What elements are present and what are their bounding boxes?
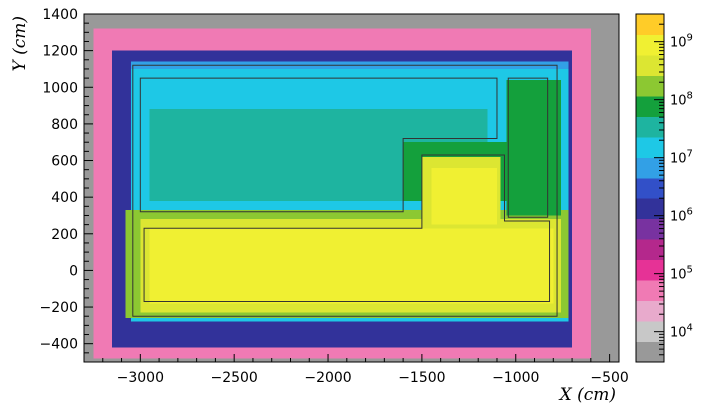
- colorbar-tick-label: 105: [670, 265, 693, 283]
- colorbar-swatch: [636, 239, 664, 261]
- heatmap-region-12: [431, 167, 497, 225]
- colorbar-swatch: [636, 116, 664, 138]
- y-tick-label: 600: [51, 154, 78, 170]
- detector-outlines: [132, 64, 558, 317]
- colorbar-swatch: [636, 341, 664, 363]
- y-tick-label: 1200: [42, 44, 78, 60]
- colorbar-swatch: [636, 157, 664, 179]
- colorbar-swatch: [636, 34, 664, 56]
- y-tick-label: 800: [51, 117, 78, 133]
- y-axis: −400 −200 0 200 400 600 800 1000 1200 1400: [40, 7, 93, 363]
- colorbar-swatch: [636, 198, 664, 220]
- outline-2: [143, 154, 551, 303]
- x-tick-label: −3000: [117, 370, 164, 386]
- colorbar-tick-label: 109: [670, 33, 693, 51]
- heatmap-region-7: [506, 79, 561, 216]
- y-tick-label: −200: [40, 300, 78, 316]
- colorbar-swatch: [636, 75, 664, 97]
- colorbar-swatch: [636, 300, 664, 322]
- colorbar-tick-label: 106: [670, 207, 693, 225]
- x-axis-title: X (cm): [558, 385, 616, 405]
- heatmap-region-11: [149, 228, 554, 304]
- x-tick-label: −1500: [398, 370, 445, 386]
- y-tick-label: 400: [51, 190, 78, 206]
- x-tick-label: −2000: [304, 370, 351, 386]
- x-tick-label: −1000: [492, 370, 539, 386]
- colorbar-swatch: [636, 177, 664, 199]
- colorbar-tick-label: 107: [670, 149, 693, 167]
- colorbar: 104 105 106 107 108 109: [635, 13, 693, 363]
- y-tick-label: 1400: [42, 7, 78, 23]
- outline-3: [507, 77, 549, 218]
- colorbar-swatch: [636, 14, 664, 35]
- outline-0: [132, 64, 558, 317]
- colorbar-swatch: [636, 280, 664, 302]
- y-tick-label: 1000: [42, 80, 78, 96]
- x-tick-label: −2500: [210, 370, 257, 386]
- x-tick-label: −500: [590, 370, 628, 386]
- x-axis: −3000 −2500 −2000 −1500 −1000 −500: [83, 354, 629, 386]
- y-tick-label: 200: [51, 227, 78, 243]
- outline-1: [139, 77, 498, 213]
- colorbar-tick-label: 104: [670, 323, 693, 341]
- colorbar-swatch: [636, 321, 664, 343]
- colorbar-swatch: [636, 136, 664, 158]
- heatmap-cells: [84, 14, 619, 362]
- colorbar-swatch: [636, 218, 664, 240]
- colorbar-swatch: [636, 259, 664, 281]
- y-axis-title: Y (cm): [10, 16, 30, 72]
- colorbar-swatch: [636, 95, 664, 117]
- y-tick-label: 0: [69, 263, 78, 279]
- y-tick-label: −400: [40, 337, 78, 353]
- colorbar-tick-label: 108: [670, 91, 693, 109]
- colorbar-swatch: [636, 54, 664, 76]
